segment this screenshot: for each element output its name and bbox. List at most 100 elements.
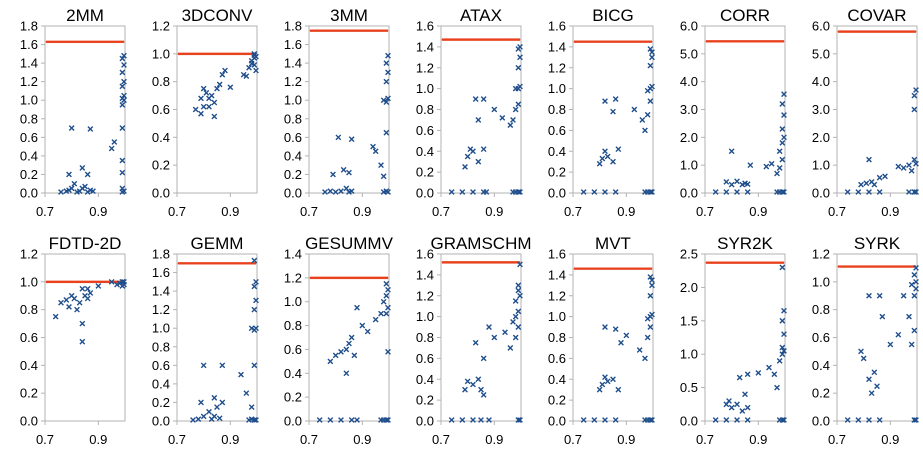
reference-point — [247, 261, 251, 265]
reference-point — [79, 40, 83, 44]
reference-point — [177, 52, 181, 56]
reference-point — [223, 52, 227, 56]
reference-point — [707, 261, 711, 264]
reference-point — [639, 267, 643, 270]
data-point — [644, 334, 651, 341]
y-tick-label: 5.0 — [680, 46, 698, 61]
y-tick-label: 1.8 — [284, 19, 302, 34]
y-tick-label: 0.8 — [548, 102, 566, 117]
data-point — [206, 408, 212, 415]
reference-point — [845, 265, 849, 268]
data-point — [649, 311, 655, 318]
reference-point — [205, 52, 209, 56]
reference-point — [885, 265, 889, 268]
scatter-series — [844, 265, 919, 423]
reference-point — [647, 40, 651, 43]
plot-frame — [44, 25, 126, 194]
data-point — [602, 324, 608, 330]
reference-point — [849, 30, 853, 33]
reference-point — [903, 30, 907, 33]
reference-point — [329, 276, 333, 280]
reference-point — [447, 261, 451, 264]
reference-point — [349, 276, 353, 280]
data-point — [596, 160, 603, 167]
panel-title: SYRK — [854, 234, 901, 253]
reference-point — [573, 40, 577, 43]
reference-point — [227, 261, 231, 265]
data-point — [385, 95, 391, 102]
reference-point — [629, 40, 633, 43]
reference-point — [909, 30, 913, 33]
reference-point — [753, 40, 757, 43]
reference-point — [493, 38, 497, 41]
data-point — [338, 417, 344, 423]
data-point — [515, 189, 522, 195]
reference-point — [717, 261, 721, 264]
data-point — [879, 313, 886, 320]
data-point — [649, 282, 655, 289]
y-tick-label: 1.2 — [20, 74, 38, 89]
data-point — [343, 346, 350, 353]
data-point — [517, 292, 523, 299]
reference-point — [447, 38, 451, 41]
reference-point — [63, 280, 67, 284]
reference-point — [851, 30, 855, 33]
data-point — [649, 277, 655, 283]
y-tick-label: 0.4 — [20, 358, 38, 373]
data-point — [612, 326, 619, 333]
x-tick-label: 0.7 — [564, 204, 582, 219]
reference-point — [629, 267, 633, 270]
reference-point — [63, 40, 67, 44]
panel-title: 3MM — [330, 6, 368, 25]
reference-point — [587, 40, 591, 43]
reference-point — [781, 261, 785, 264]
reference-point — [747, 40, 751, 43]
y-tick-label: 4.0 — [680, 74, 698, 89]
reference-point — [471, 261, 475, 264]
scatter-series — [712, 264, 787, 423]
y-tick-label: 0.0 — [152, 414, 170, 429]
data-point — [736, 374, 743, 381]
reference-point — [509, 38, 513, 41]
reference-point — [75, 40, 79, 44]
reference-point — [625, 40, 629, 43]
reference-point — [109, 40, 113, 44]
plot-frame — [572, 25, 654, 194]
data-point — [251, 283, 258, 290]
x-tick-label: 0.7 — [36, 204, 54, 219]
reference-point — [235, 52, 239, 56]
reference-point — [897, 30, 901, 33]
reference-point — [517, 38, 521, 41]
reference-point — [619, 40, 623, 43]
data-point — [874, 383, 880, 390]
reference-point — [731, 261, 735, 264]
y-tick-label: 0.0 — [680, 414, 698, 429]
data-point — [480, 392, 487, 398]
reference-point — [725, 40, 729, 43]
y-tick-label: 3.0 — [680, 102, 698, 117]
reference-point — [631, 267, 635, 270]
reference-point — [233, 261, 237, 265]
reference-point — [763, 40, 767, 43]
reference-point — [113, 40, 117, 44]
reference-point — [911, 30, 915, 33]
reference-point — [57, 280, 61, 284]
data-point — [470, 417, 476, 423]
reference-point — [649, 40, 653, 43]
reference-point — [363, 276, 367, 280]
y-tick-label: 0.0 — [812, 186, 830, 201]
y-tick-label: 0.6 — [812, 330, 830, 345]
y-tick-label: 2.0 — [680, 280, 698, 295]
reference-point — [875, 265, 879, 268]
y-tick-label: 1.4 — [284, 247, 302, 262]
data-point — [781, 134, 787, 141]
reference-point — [845, 30, 849, 33]
data-point — [911, 92, 918, 99]
reference-point — [47, 40, 51, 44]
reference-point — [619, 267, 623, 270]
reference-point — [201, 261, 205, 265]
reference-point — [593, 40, 597, 43]
data-point — [726, 398, 732, 404]
data-point — [882, 173, 888, 180]
reference-point — [705, 261, 709, 264]
